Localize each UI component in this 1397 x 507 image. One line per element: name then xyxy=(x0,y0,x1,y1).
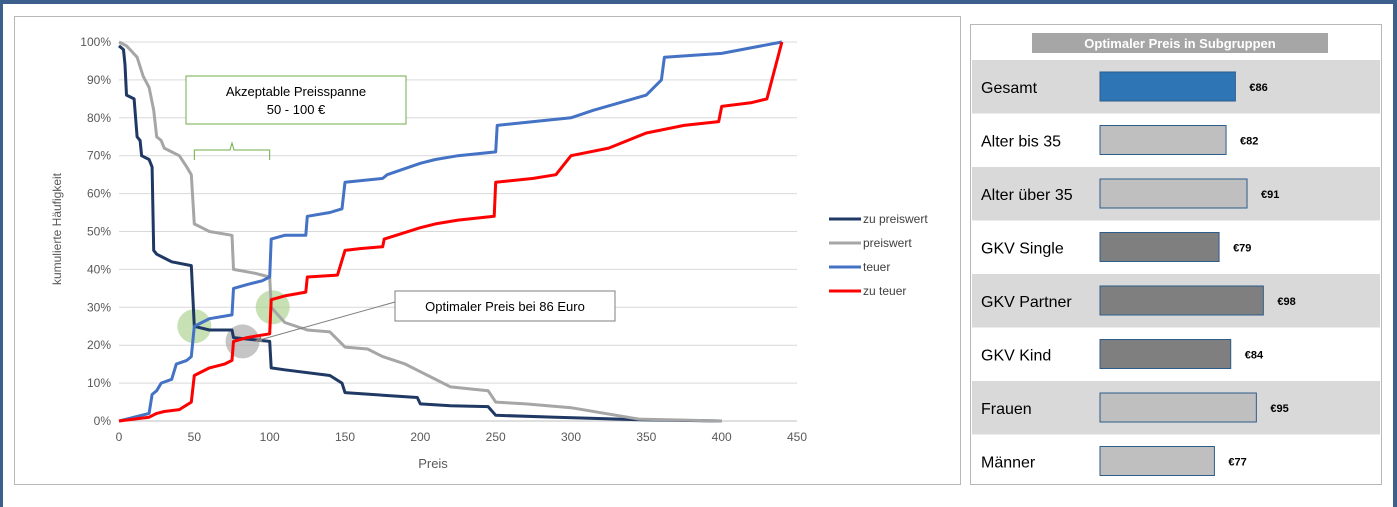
x-axis-title: Preis xyxy=(418,456,448,471)
series-line-preiswert xyxy=(118,40,722,423)
series-line-teuer xyxy=(118,40,783,423)
x-tick-label: 300 xyxy=(561,430,581,444)
y-tick-label: 80% xyxy=(87,111,111,125)
chart-legend: zu preiswert preiswert teuer zu teuer xyxy=(829,212,928,298)
subgroup-bar xyxy=(1099,232,1220,262)
x-tick-label: 450 xyxy=(787,430,807,444)
series-lines xyxy=(118,40,784,423)
subgroup-bar xyxy=(1099,285,1264,316)
x-tick-label: 100 xyxy=(260,430,280,444)
subgroup-row: GKV Kind €84 xyxy=(981,339,1264,369)
y-tick-label: 10% xyxy=(87,376,111,390)
y-axis-title: kumulierte Häufigkeit xyxy=(50,172,64,285)
price-sensitivity-chart: 0% 10% 20% 30% 40% 50% 60% 70% 80% 90% 100% 0 50 100… xyxy=(50,35,928,471)
subgroup-value-label: €79 xyxy=(1233,242,1251,254)
subgroup-chart-title: Optimaler Preis in Subgruppen xyxy=(1084,36,1275,51)
price-sensitivity-chart-panel: 0% 10% 20% 30% 40% 50% 60% 70% 80% 90% 100% 0 50 100… xyxy=(14,16,961,485)
optimal-price-label: Optimaler Preis bei 86 Euro xyxy=(425,299,585,314)
subgroup-value-label: €82 xyxy=(1240,135,1258,147)
acceptable-range-value: 50 - 100 € xyxy=(267,102,326,117)
y-tick-label: 90% xyxy=(87,73,111,87)
subgroup-bar xyxy=(1099,71,1236,102)
subgroup-bar xyxy=(1099,178,1248,209)
series-line-zu-preiswert xyxy=(118,44,722,423)
y-tick-label: 100% xyxy=(80,35,111,49)
y-tick-label: 70% xyxy=(87,149,111,163)
subgroup-value-label: €95 xyxy=(1270,403,1288,415)
subgroup-row: Männer €77 xyxy=(981,446,1247,476)
y-tick-label: 50% xyxy=(87,225,111,239)
subgroup-title-band xyxy=(1032,33,1328,53)
subgroup-label: GKV Kind xyxy=(981,347,1051,364)
subgroup-label: Männer xyxy=(981,454,1036,471)
optimal-price-arrow xyxy=(254,301,396,342)
x-tick-label: 350 xyxy=(636,430,656,444)
x-tick-label: 0 xyxy=(116,430,123,444)
y-tick-label: 20% xyxy=(87,338,111,352)
y-tick-label: 0% xyxy=(94,414,112,428)
optimal-price-arrowhead xyxy=(254,336,263,343)
subgroup-row: GKV Partner €98 xyxy=(972,274,1380,328)
subgroup-bar xyxy=(1099,392,1257,423)
acceptable-range-annotation: Akzeptable Preisspanne 50 - 100 € xyxy=(185,75,407,160)
subgroup-value-label: €86 xyxy=(1249,82,1267,94)
subgroup-row: Alter bis 35 €82 xyxy=(981,125,1258,155)
optimal-price-box xyxy=(394,290,616,322)
y-tick-label: 60% xyxy=(87,187,111,201)
y-axis-ticks: 0% 10% 20% 30% 40% 50% 60% 70% 80% 90% 100% xyxy=(80,35,111,428)
acceptable-range-brace xyxy=(193,141,271,160)
subgroup-rows: Gesamt €86 Alter bis 35 €82 Alter über 35 €91… xyxy=(972,60,1380,476)
x-axis-ticks: 0 50 100 150 200 250 300 350 400 450 xyxy=(116,430,808,444)
x-tick-label: 50 xyxy=(188,430,202,444)
subgroup-value-label: €91 xyxy=(1261,189,1279,201)
x-tick-label: 400 xyxy=(712,430,732,444)
subgroup-label: GKV Single xyxy=(981,240,1064,257)
legend-label: teuer xyxy=(863,260,890,274)
acceptable-range-box xyxy=(185,75,407,125)
subgroup-value-label: €84 xyxy=(1245,349,1264,361)
legend-label: zu teuer xyxy=(863,284,906,298)
subgroup-row: Gesamt €86 xyxy=(972,60,1380,114)
subgroup-label: Gesamt xyxy=(981,80,1038,97)
subgroup-label: Frauen xyxy=(981,401,1032,418)
subgroup-bar-chart: Optimaler Preis in Subgruppen Gesamt €86 A… xyxy=(972,33,1380,476)
subgroup-bar xyxy=(1099,125,1227,155)
subgroup-label: Alter über 35 xyxy=(981,187,1073,204)
series-line-zu-teuer xyxy=(118,41,784,423)
legend-label: preiswert xyxy=(863,236,912,250)
x-tick-label: 150 xyxy=(335,430,355,444)
subgroup-bar xyxy=(1099,339,1232,369)
subgroup-label: GKV Partner xyxy=(981,294,1072,311)
acceptable-range-title: Akzeptable Preisspanne xyxy=(226,84,366,99)
subgroup-label: Alter bis 35 xyxy=(981,133,1061,150)
x-tick-label: 200 xyxy=(410,430,430,444)
y-tick-label: 30% xyxy=(87,300,111,314)
y-tick-label: 40% xyxy=(87,262,111,276)
subgroup-row: GKV Single €79 xyxy=(981,232,1251,262)
subgroup-row: Alter über 35 €91 xyxy=(972,167,1380,221)
x-tick-label: 250 xyxy=(486,430,506,444)
legend-label: zu preiswert xyxy=(863,212,928,226)
subgroup-bar xyxy=(1099,446,1215,476)
subgroup-chart-panel: Optimaler Preis in Subgruppen Gesamt €86 A… xyxy=(970,24,1382,485)
subgroup-row: Frauen €95 xyxy=(972,381,1380,435)
optimal-price-annotation: Optimaler Preis bei 86 Euro xyxy=(254,290,616,343)
subgroup-value-label: €98 xyxy=(1277,296,1295,308)
subgroup-value-label: €77 xyxy=(1228,456,1246,468)
